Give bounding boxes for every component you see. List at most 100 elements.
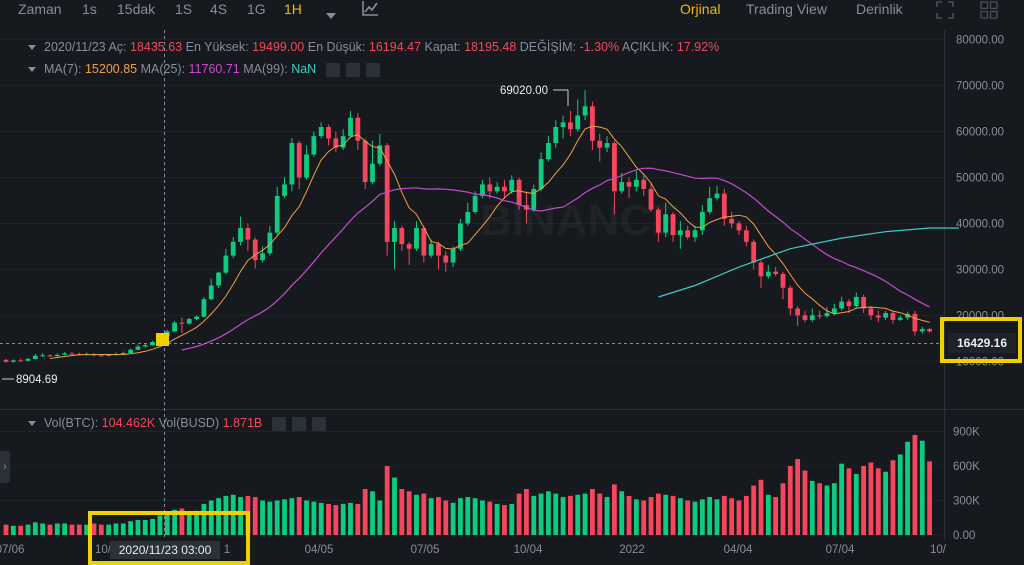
crosshair-marker (156, 333, 169, 346)
volume-bar (3, 524, 9, 535)
candle-body (707, 198, 713, 212)
volume-bar (868, 462, 874, 535)
fullscreen-icon[interactable] (936, 1, 954, 24)
volume-bar (113, 523, 119, 535)
candle-body (670, 214, 676, 235)
interval-1G[interactable]: 1G (247, 1, 266, 17)
expand-left-arrow-icon[interactable]: › (0, 451, 10, 483)
volume-bar (546, 491, 551, 535)
interval-4S[interactable]: 4S (210, 1, 228, 17)
candle-body (487, 184, 493, 192)
interval-15dak[interactable]: 15dak (117, 1, 156, 17)
candle-body (663, 214, 669, 233)
candle-body (875, 315, 881, 318)
visibility-icon[interactable] (271, 416, 286, 431)
candle-body (311, 136, 317, 155)
volume-bar (677, 498, 683, 535)
volume-bar (296, 497, 302, 535)
volume-bar (150, 518, 155, 535)
settings-icon[interactable] (291, 416, 306, 431)
volume-bar (861, 466, 867, 535)
volume-bar (626, 495, 632, 535)
candle-body (436, 244, 441, 256)
volume-bar (773, 497, 779, 535)
volume-bar (897, 454, 903, 535)
grid-layout-icon[interactable] (980, 1, 998, 24)
candle-body (370, 163, 375, 183)
candle-body (480, 184, 485, 196)
volume-bar (384, 466, 390, 535)
price-tick-label: 70000.00 (956, 81, 1004, 93)
legend-open: 18435.63 (129, 40, 183, 54)
legend-open-label: Aç: (108, 40, 127, 54)
highlight-date-box (88, 511, 250, 565)
volume-bar (802, 470, 808, 535)
close-icon[interactable] (365, 62, 380, 77)
volume-bar (47, 524, 53, 535)
ma99-label: MA(99): (243, 62, 288, 76)
settings-icon[interactable] (345, 62, 360, 77)
legend-low: 16194.47 (368, 40, 422, 54)
time-tick-label: 04/04 (724, 544, 753, 556)
volume-bar (311, 501, 317, 535)
volume-tick-label: 600K (953, 461, 980, 473)
interval-1S[interactable]: 1S (175, 1, 193, 17)
visibility-icon[interactable] (325, 62, 340, 77)
candle-body (267, 232, 273, 254)
candle-body (516, 179, 522, 206)
volume-bar (839, 463, 845, 535)
max-price-label: 69020.00 (500, 85, 548, 97)
volume-bar (765, 494, 771, 535)
candle-body (377, 145, 383, 164)
volume-bar (355, 503, 361, 535)
watermark-text: BINANCE (480, 196, 680, 245)
interval-1s[interactable]: 1s (82, 1, 97, 17)
view-original[interactable]: Orjinal (680, 1, 721, 17)
candle-body (890, 313, 896, 320)
volume-bar (120, 523, 126, 535)
indicator-chart-icon[interactable] (361, 0, 379, 21)
candle-body (729, 218, 735, 224)
candle-body (538, 159, 544, 189)
view-tradingview[interactable]: Trading View (746, 1, 827, 17)
vol-busd-label: Vol(BUSD) (158, 416, 220, 430)
candle-body (919, 329, 925, 332)
time-tick-label: 07/05 (411, 544, 440, 556)
time-axis: 07/06 10/1 04/05 07/05 10/04 2022 04/04 07/04 10… (0, 544, 947, 556)
view-depth[interactable]: Derinlik (856, 1, 903, 17)
volume-legend: Vol(BTC): 104.462K Vol(BUSD) 1.871B (28, 416, 326, 431)
volume-bar (414, 494, 419, 535)
candle-body (736, 223, 742, 231)
candle-body (333, 138, 339, 148)
ma99-value: NaN (291, 62, 317, 76)
chevron-down-icon[interactable] (326, 7, 336, 25)
volume-bar (890, 460, 896, 535)
candle-body (897, 317, 903, 320)
volume-bar (714, 499, 720, 535)
collapse-triangle-icon[interactable] (28, 45, 36, 51)
candle-body (186, 319, 192, 324)
close-icon[interactable] (311, 416, 326, 431)
volume-bar (289, 498, 295, 535)
candle-body (47, 355, 53, 357)
volume-bar (809, 480, 815, 535)
candle-body (245, 228, 251, 240)
candle-body (743, 230, 749, 242)
volume-bar (186, 512, 192, 535)
volume-bar (392, 477, 397, 535)
candle-body (32, 355, 38, 359)
candle-body (326, 126, 331, 139)
candle-body (575, 115, 581, 130)
interval-1H[interactable]: 1H (284, 1, 302, 17)
volume-bar (787, 466, 793, 535)
collapse-triangle-icon[interactable] (28, 421, 36, 427)
collapse-triangle-icon[interactable] (28, 67, 36, 73)
candle-body (421, 228, 427, 256)
ma25-line (181, 167, 930, 351)
volume-axis: 0.00 300K 600K 900K (953, 427, 980, 543)
volume-bar (326, 503, 331, 535)
candle-body (3, 359, 9, 362)
candle-body (546, 143, 551, 160)
highlight-price-box (940, 317, 1022, 363)
